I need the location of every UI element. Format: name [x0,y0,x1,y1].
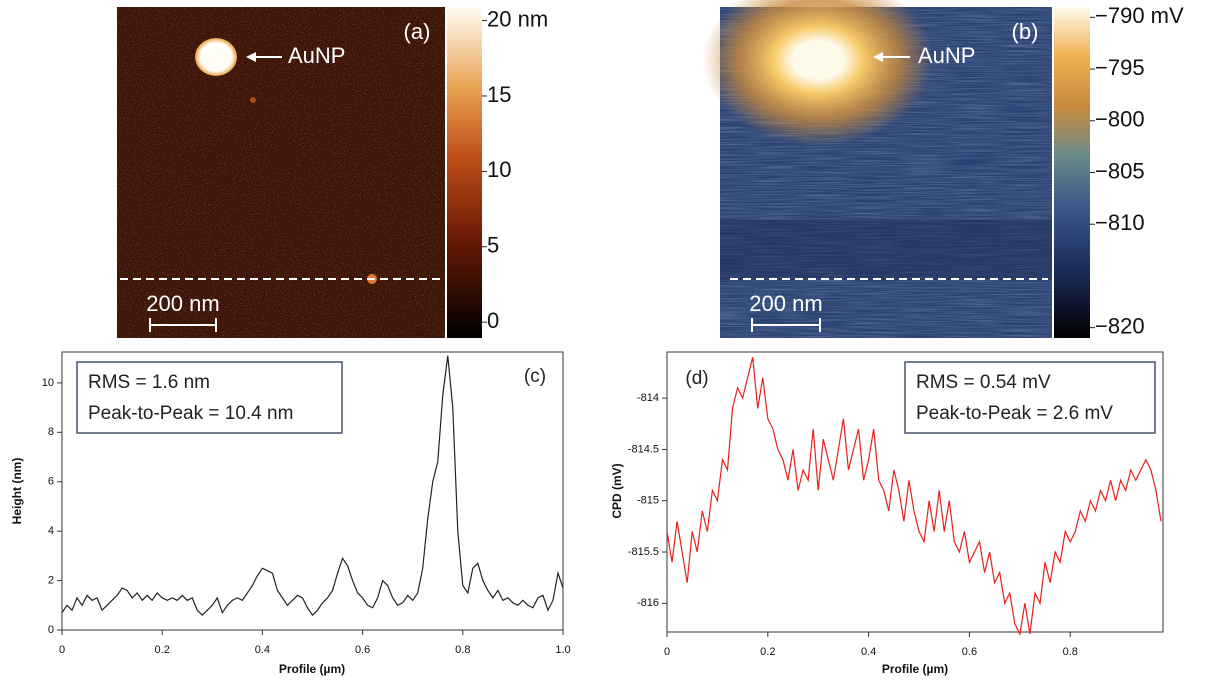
plot-frame [666,351,1164,633]
x-tick-label: 0 [59,644,65,656]
annotation: RMS = 1.6 nm [88,372,210,393]
afm-image-a: 200 nm AuNP (a) [117,7,482,338]
panel-label: (b) [1012,19,1039,44]
y-tick-label: 6 [48,476,54,488]
kpfm-image-b: 200 nm AuNP (b) [703,0,1090,338]
colorbar-tick-label: 0 [487,308,499,333]
plot-frame [61,351,564,631]
colorbar-tick-label: −805 [1095,158,1145,183]
x-tick-label: 1.0 [555,644,570,656]
x-tick-label: 0.4 [861,646,876,658]
scale-bar-label: 200 nm [146,291,219,316]
annotation: AuNP [288,43,345,68]
x-axis-label: Profile (µm) [279,662,345,676]
y-axis-label: Height (nm) [10,458,24,525]
y-tick-label: -814 [637,392,659,404]
y-tick-label: 2 [48,574,54,586]
nanoparticle [195,38,237,76]
data-line [61,355,564,617]
annotation: Peak-to-Peak = 2.6 mV [916,403,1113,424]
colorbar [447,7,482,338]
image-shade [720,220,1052,280]
arrow-head [246,52,256,62]
y-tick-label: 0 [48,624,54,636]
colorbar-tick-label: 20 nm [487,6,548,31]
x-tick-label: 0.4 [255,644,270,656]
colorbar-tick-label: −820 [1095,313,1145,338]
x-tick-label: 0.2 [760,646,775,658]
y-tick-label: 4 [48,525,54,537]
annotation: RMS = 0.54 mV [916,372,1051,393]
nanoparticle-glow [703,0,933,145]
annotation: AuNP [918,43,975,68]
colorbar-tick-label: 10 [487,157,511,182]
annotation-box [76,361,343,434]
particle [250,97,256,103]
y-tick-label: -816 [637,597,659,609]
image-texture [117,7,445,338]
colorbar-tick-label: −810 [1095,210,1145,235]
arrow-head [873,52,883,62]
y-tick-label: -814.5 [628,443,659,455]
y-tick-label: 8 [48,426,54,438]
x-tick-label: 0.2 [155,644,170,656]
colorbar-tick-label: 15 [487,82,511,107]
y-tick-label: 10 [42,377,54,389]
y-axis-label: CPD (mV) [610,463,624,518]
panel-label: (c) [524,366,546,387]
colorbar-tick-label: 5 [487,233,499,258]
colorbar-tick-label: −790 mV [1095,3,1184,28]
y-tick-label: -815.5 [628,546,659,558]
x-tick-label: 0.8 [455,644,470,656]
x-tick-label: 0.6 [355,644,370,656]
x-axis-label: Profile (µm) [882,662,948,676]
colorbar [1054,7,1090,338]
scale-bar-label: 200 nm [749,291,822,316]
panel-label: (a) [404,19,431,44]
x-tick-label: 0.6 [962,646,977,658]
panel-label: (d) [685,368,708,389]
colorbar-tick-label: −795 [1095,55,1145,80]
annotation: Peak-to-Peak = 10.4 nm [88,403,293,424]
annotation-box [904,361,1156,434]
x-tick-label: 0 [664,646,670,658]
y-tick-label: -815 [637,495,659,507]
colorbar-tick-label: −800 [1095,107,1145,132]
x-tick-label: 0.8 [1063,646,1078,658]
data-line [666,356,1162,636]
